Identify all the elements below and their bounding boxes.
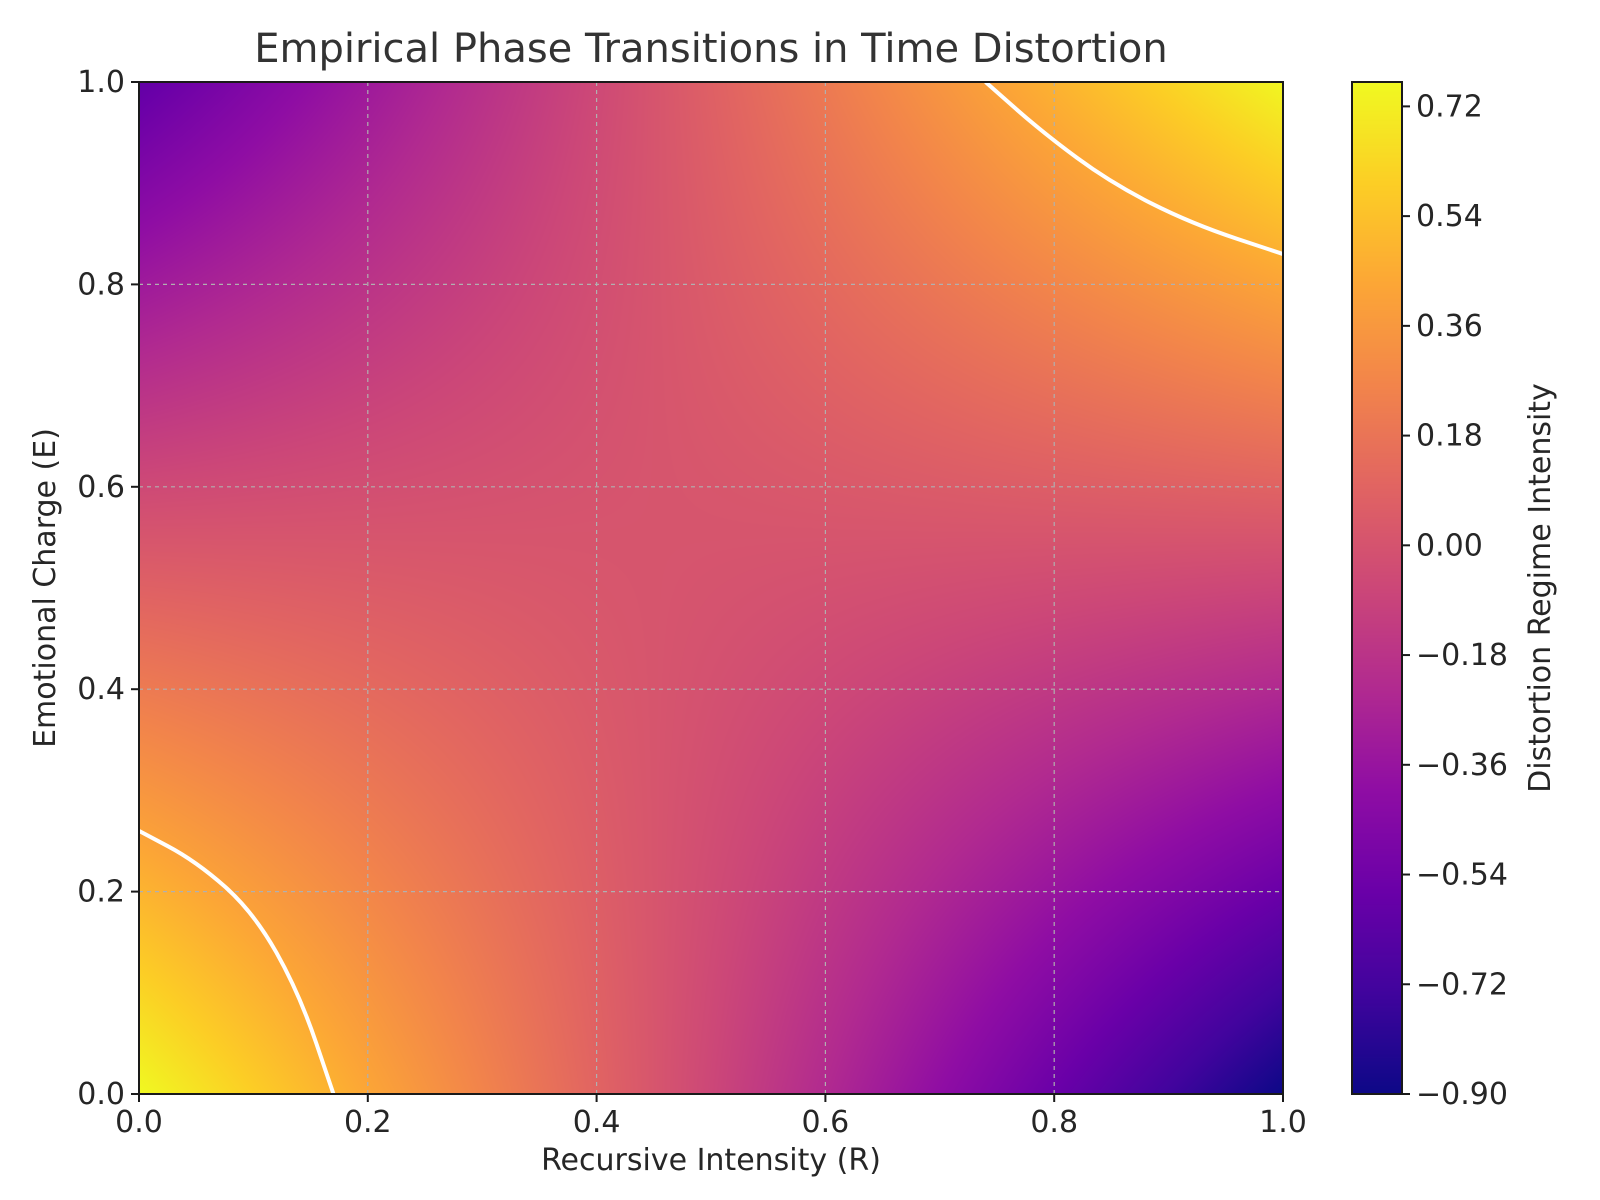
threshold-contour-line-2 <box>984 80 1284 256</box>
colorbar-ticks: 0.72 0.54 0.36 0.18 0.00 −0.18 −0.36 −0.54 −0.72… <box>1402 89 1508 1112</box>
x-tick-label: 0.2 <box>344 1105 392 1140</box>
y-tick-label: 0.0 <box>77 1077 125 1112</box>
colorbar-tick-label: −0.54 <box>1416 858 1508 893</box>
colorbar-tick-label: −0.18 <box>1416 638 1508 673</box>
y-axis-label: Emotional Charge (E) <box>28 428 63 748</box>
x-tick-label: 0.0 <box>115 1105 163 1140</box>
colorbar-tick-label: −0.90 <box>1416 1077 1508 1112</box>
y-tick-label: 0.8 <box>77 267 125 302</box>
x-axis-label: Recursive Intensity (R) <box>541 1143 881 1178</box>
plot-frame <box>138 81 1284 1095</box>
x-tick-label: 0.8 <box>1030 1105 1078 1140</box>
y-axis-ticks: 0.0 0.2 0.4 0.6 0.8 1.0 <box>77 65 139 1112</box>
colorbar-tick-label: 0.54 <box>1416 199 1483 234</box>
colorbar-label: Distortion Regime Intensity <box>1523 383 1558 793</box>
x-tick-label: 0.6 <box>802 1105 850 1140</box>
colorbar-frame <box>1351 81 1403 1095</box>
y-tick-label: 0.4 <box>77 672 125 707</box>
heatmap-surface <box>139 82 1283 1094</box>
colorbar-tick-label: 0.18 <box>1416 419 1483 454</box>
contour-layer <box>138 80 1284 1095</box>
x-axis-ticks: 0.0 0.2 0.4 0.6 0.8 1.0 <box>115 1094 1307 1140</box>
y-tick-label: 0.6 <box>77 470 125 505</box>
y-tick-label: 1.0 <box>77 65 125 100</box>
colorbar-tick-label: −0.72 <box>1416 967 1508 1002</box>
threshold-contour-line-1 <box>138 829 336 1095</box>
x-tick-label: 1.0 <box>1259 1105 1307 1140</box>
colorbar-tick-label: 0.72 <box>1416 89 1483 124</box>
chart-title: Empirical Phase Transitions in Time Dist… <box>254 26 1168 72</box>
grid-layer <box>138 81 1284 1095</box>
colorbar-tick-label: 0.00 <box>1416 528 1483 563</box>
colorbar-gradient <box>1352 82 1402 1094</box>
colorbar-tick-label: −0.36 <box>1416 748 1508 783</box>
x-tick-label: 0.4 <box>573 1105 621 1140</box>
y-tick-label: 0.2 <box>77 875 125 910</box>
colorbar-tick-label: 0.36 <box>1416 309 1483 344</box>
